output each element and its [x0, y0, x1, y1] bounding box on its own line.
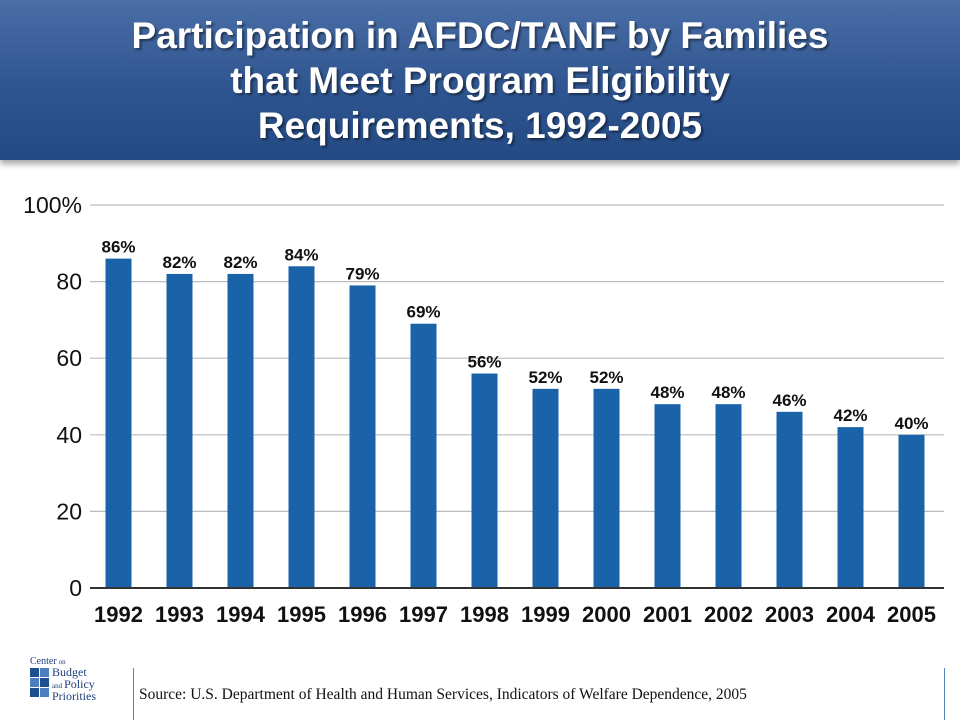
title-banner: Participation in AFDC/TANF by Families t… — [0, 0, 960, 160]
y-tick-label: 60 — [56, 345, 82, 371]
x-tick-label: 2000 — [582, 602, 631, 627]
title-line-3: Requirements, 1992-2005 — [257, 104, 703, 146]
bar-value-label: 56% — [467, 353, 501, 372]
cbpp-logo: Center on Budget and Policy Priorities — [30, 656, 96, 703]
bar-1999 — [532, 388, 559, 588]
bar-value-label: 79% — [345, 264, 379, 283]
bar-1995 — [288, 266, 315, 588]
bar-2005 — [898, 434, 925, 588]
logo-budget-text: Budget — [52, 665, 87, 679]
bar-2002 — [715, 404, 742, 588]
bar-value-label: 46% — [772, 391, 806, 410]
logo-priorities-text: Priorities — [52, 689, 96, 703]
bar-1993 — [166, 273, 193, 588]
x-tick-label: 1996 — [338, 602, 387, 627]
logo-on-text: on — [59, 658, 67, 666]
bar-2001 — [654, 404, 681, 588]
bar-value-label: 52% — [589, 368, 623, 387]
x-tick-label: 1992 — [94, 602, 143, 627]
bar-2003 — [776, 411, 803, 588]
bar-2004 — [837, 427, 864, 588]
y-tick-label: 20 — [56, 498, 82, 524]
bar-value-label: 52% — [528, 368, 562, 387]
x-tick-label: 2005 — [887, 602, 936, 627]
bar-value-label: 48% — [711, 383, 745, 402]
title-line-1: Participation in AFDC/TANF by Families — [131, 14, 829, 56]
bar-value-label: 82% — [162, 253, 196, 272]
y-tick-label: 80 — [56, 269, 82, 295]
x-tick-label: 1997 — [399, 602, 448, 627]
bar-value-label: 42% — [833, 406, 867, 425]
bar-1998 — [471, 373, 498, 588]
bar-value-label: 84% — [284, 245, 318, 264]
bar-1994 — [227, 273, 254, 588]
x-tick-label: 1994 — [216, 602, 266, 627]
bar-1992 — [105, 258, 132, 588]
x-tick-label: 2003 — [765, 602, 814, 627]
source-note: Source: U.S. Department of Health and Hu… — [139, 686, 747, 703]
y-tick-label: 0 — [69, 575, 82, 601]
title-line-2: that Meet Program Eligibility — [230, 59, 730, 101]
x-tick-label: 1999 — [521, 602, 570, 627]
bar-chart: 0 20 40 60 80 100% 86% 1992 82% 1993 82% 1994 84% 199… — [23, 192, 944, 627]
x-tick-label: 1993 — [155, 602, 204, 627]
bar-2000 — [593, 388, 620, 588]
x-tick-label: 2004 — [826, 602, 876, 627]
source-box — [133, 668, 945, 720]
bar-value-label: 69% — [406, 303, 440, 322]
x-tick-label: 1998 — [460, 602, 509, 627]
logo-policy-text: Policy — [64, 677, 95, 691]
logo-center-text: Center — [30, 656, 57, 667]
y-tick-label: 40 — [56, 422, 82, 448]
bar-value-label: 82% — [223, 253, 257, 272]
bar-value-label: 86% — [101, 238, 135, 257]
bar-1996 — [349, 285, 376, 588]
x-tick-label: 1995 — [277, 602, 326, 627]
bar-1997 — [410, 323, 437, 588]
x-tick-label: 2002 — [704, 602, 753, 627]
bar-value-label: 40% — [894, 414, 928, 433]
bar-value-label: 48% — [650, 383, 684, 402]
x-tick-label: 2001 — [643, 602, 692, 627]
y-tick-label: 100% — [23, 192, 82, 218]
logo-and-text: and — [52, 682, 63, 690]
